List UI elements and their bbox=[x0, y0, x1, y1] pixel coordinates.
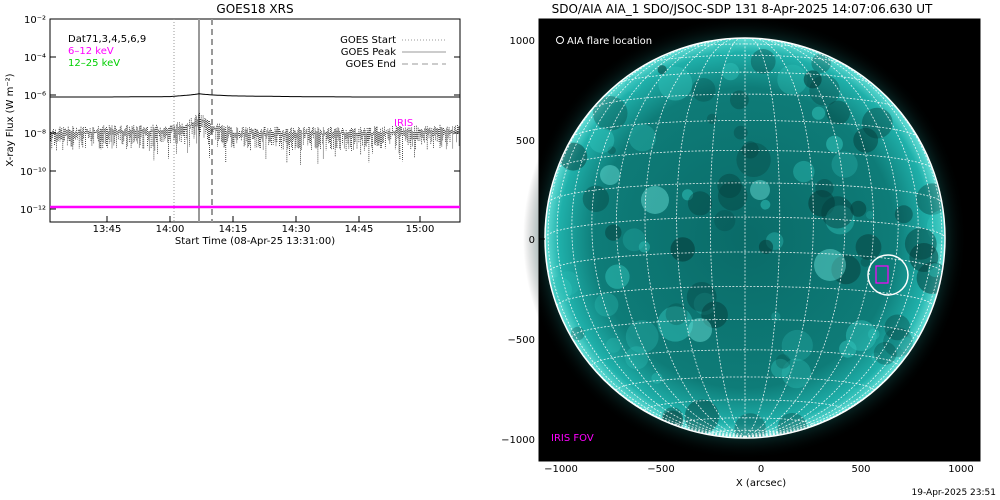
y-tick-label: −500 bbox=[508, 335, 535, 346]
x-tick-label: −1000 bbox=[544, 464, 578, 475]
goes-x-tick-marks bbox=[106, 216, 421, 222]
y-tick-label: 10⁻⁴ bbox=[24, 53, 46, 64]
x-tick-label: 0 bbox=[758, 464, 764, 475]
plot-timestamp: 19-Apr-2025 23:51 bbox=[912, 488, 996, 498]
goes-y-axis-label: X-ray Flux (W m⁻²) bbox=[5, 73, 16, 166]
y-tick-label: 10⁻⁸ bbox=[24, 129, 46, 140]
legend-goes-start: GOES Start bbox=[340, 35, 396, 46]
x-tick-label: 13:45 bbox=[93, 224, 122, 235]
aia-x-ticks: −1000 −500 0 500 1000 bbox=[544, 464, 974, 475]
goes-y-ticks: 10⁻² 10⁻⁴ 10⁻⁶ 10⁻⁸ 10⁻¹⁰ 10⁻¹² bbox=[20, 15, 46, 216]
aia-title: SDO/AIA AIA_1 SDO/JSOC-SDP 131 8-Apr-202… bbox=[552, 2, 933, 16]
x-tick-label: 15:00 bbox=[406, 224, 435, 235]
y-tick-label: 10⁻¹² bbox=[20, 205, 46, 216]
iris-marker-label: IRIS bbox=[394, 118, 413, 129]
goes-band-12-25: 12–25 keV bbox=[68, 58, 120, 69]
x-tick-label: 500 bbox=[851, 464, 870, 475]
legend-goes-end: GOES End bbox=[346, 59, 396, 70]
aia-image-panel: SDO/AIA AIA_1 SDO/JSOC-SDP 131 8-Apr-202… bbox=[501, 2, 996, 498]
x-tick-label: 14:00 bbox=[156, 224, 185, 235]
iris-fov-box bbox=[875, 265, 889, 284]
legend-goes-peak: GOES Peak bbox=[341, 47, 396, 58]
x-tick-label: 14:45 bbox=[345, 224, 374, 235]
aia-flare-location-circle bbox=[867, 254, 909, 296]
goes-plot-area: IRIS bbox=[50, 19, 460, 222]
y-tick-label: 1000 bbox=[510, 36, 535, 47]
y-tick-label: 10⁻¹⁰ bbox=[20, 167, 46, 178]
aia-tick-marks bbox=[539, 39, 962, 461]
goes-x-ticks: 13:45 14:00 14:15 14:30 14:45 15:00 bbox=[93, 224, 435, 235]
y-tick-label: 10⁻² bbox=[24, 15, 46, 26]
heliographic-grid bbox=[545, 38, 945, 438]
goes-band-6-12: 6–12 keV bbox=[68, 46, 114, 57]
goes-legend: GOES Start GOES Peak GOES End bbox=[340, 35, 446, 70]
aia-plot-frame bbox=[538, 18, 981, 462]
solar-limb bbox=[544, 37, 946, 439]
goes-x-axis-label: Start Time (08-Apr-25 13:31:00) bbox=[175, 236, 335, 247]
goes-plot-frame bbox=[49, 18, 461, 223]
iris-fov-label: IRIS FOV bbox=[551, 433, 594, 444]
goes-title: GOES18 XRS bbox=[216, 2, 293, 16]
solar-disk bbox=[545, 38, 945, 438]
flare-legend-label: AIA flare location bbox=[567, 36, 652, 47]
goes-xrs-panel: GOES18 XRS 10⁻² 10⁻⁴ 10⁻⁶ 10⁻⁸ 10⁻¹⁰ 10⁻… bbox=[5, 2, 461, 247]
goes-short-channel-series bbox=[50, 113, 460, 165]
solar-surface-features bbox=[545, 38, 945, 438]
x-tick-label: 14:15 bbox=[219, 224, 248, 235]
goes-detector-info: Dat71,3,4,5,6,9 bbox=[68, 34, 146, 45]
goes-long-channel-series bbox=[50, 93, 460, 98]
x-tick-label: −500 bbox=[647, 464, 674, 475]
x-tick-label: 14:30 bbox=[282, 224, 311, 235]
y-tick-label: 500 bbox=[516, 136, 535, 147]
x-tick-label: 1000 bbox=[948, 464, 973, 475]
y-tick-label: 0 bbox=[529, 235, 535, 246]
y-tick-label: −1000 bbox=[501, 435, 535, 446]
y-tick-label: 10⁻⁶ bbox=[24, 91, 46, 102]
aia-x-axis-label: X (arcsec) bbox=[736, 478, 786, 489]
flare-legend-symbol bbox=[556, 36, 564, 44]
aia-y-ticks: 1000 500 0 −500 −1000 bbox=[501, 36, 535, 446]
